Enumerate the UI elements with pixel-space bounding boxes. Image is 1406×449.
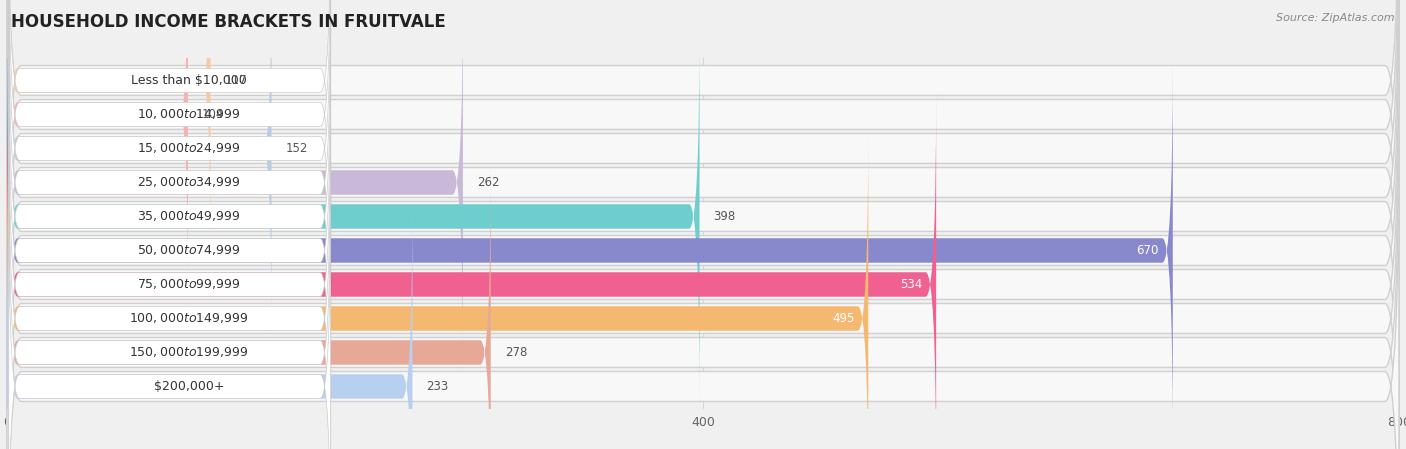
FancyBboxPatch shape [7, 129, 1399, 449]
FancyBboxPatch shape [8, 0, 330, 341]
FancyBboxPatch shape [7, 195, 412, 449]
Text: 495: 495 [832, 312, 855, 325]
FancyBboxPatch shape [7, 0, 1399, 405]
Text: Source: ZipAtlas.com: Source: ZipAtlas.com [1277, 13, 1395, 23]
Text: $50,000 to $74,999: $50,000 to $74,999 [138, 243, 240, 257]
Text: Less than $10,000: Less than $10,000 [131, 74, 246, 87]
FancyBboxPatch shape [8, 194, 330, 449]
Text: 104: 104 [202, 108, 225, 121]
Text: $10,000 to $14,999: $10,000 to $14,999 [138, 107, 240, 122]
FancyBboxPatch shape [7, 96, 1399, 449]
FancyBboxPatch shape [7, 59, 1173, 442]
FancyBboxPatch shape [8, 0, 330, 273]
Text: 117: 117 [225, 74, 247, 87]
Text: 233: 233 [426, 380, 449, 393]
Text: $200,000+: $200,000+ [153, 380, 224, 393]
FancyBboxPatch shape [7, 27, 1399, 449]
FancyBboxPatch shape [7, 127, 869, 449]
FancyBboxPatch shape [7, 0, 271, 340]
Text: 152: 152 [285, 142, 308, 155]
Text: 262: 262 [477, 176, 499, 189]
Text: $75,000 to $99,999: $75,000 to $99,999 [138, 277, 240, 291]
FancyBboxPatch shape [7, 0, 211, 272]
Text: $15,000 to $24,999: $15,000 to $24,999 [138, 141, 240, 155]
Text: 278: 278 [505, 346, 527, 359]
FancyBboxPatch shape [8, 0, 330, 374]
FancyBboxPatch shape [8, 24, 330, 409]
FancyBboxPatch shape [7, 161, 491, 449]
FancyBboxPatch shape [8, 58, 330, 443]
Text: $35,000 to $49,999: $35,000 to $49,999 [138, 210, 240, 224]
Text: 670: 670 [1136, 244, 1159, 257]
FancyBboxPatch shape [7, 0, 463, 374]
Text: HOUSEHOLD INCOME BRACKETS IN FRUITVALE: HOUSEHOLD INCOME BRACKETS IN FRUITVALE [11, 13, 446, 31]
Text: 398: 398 [713, 210, 735, 223]
FancyBboxPatch shape [7, 0, 188, 306]
FancyBboxPatch shape [7, 0, 1399, 449]
FancyBboxPatch shape [8, 160, 330, 449]
Text: $100,000 to $149,999: $100,000 to $149,999 [129, 312, 249, 326]
FancyBboxPatch shape [7, 92, 936, 449]
FancyBboxPatch shape [8, 126, 330, 449]
Text: $25,000 to $34,999: $25,000 to $34,999 [138, 176, 240, 189]
Text: 534: 534 [900, 278, 922, 291]
FancyBboxPatch shape [7, 25, 700, 408]
FancyBboxPatch shape [7, 0, 1399, 338]
FancyBboxPatch shape [7, 0, 1399, 440]
FancyBboxPatch shape [8, 0, 330, 307]
FancyBboxPatch shape [7, 0, 1399, 449]
FancyBboxPatch shape [7, 0, 1399, 371]
FancyBboxPatch shape [7, 62, 1399, 449]
FancyBboxPatch shape [8, 92, 330, 449]
Text: $150,000 to $199,999: $150,000 to $199,999 [129, 345, 249, 360]
